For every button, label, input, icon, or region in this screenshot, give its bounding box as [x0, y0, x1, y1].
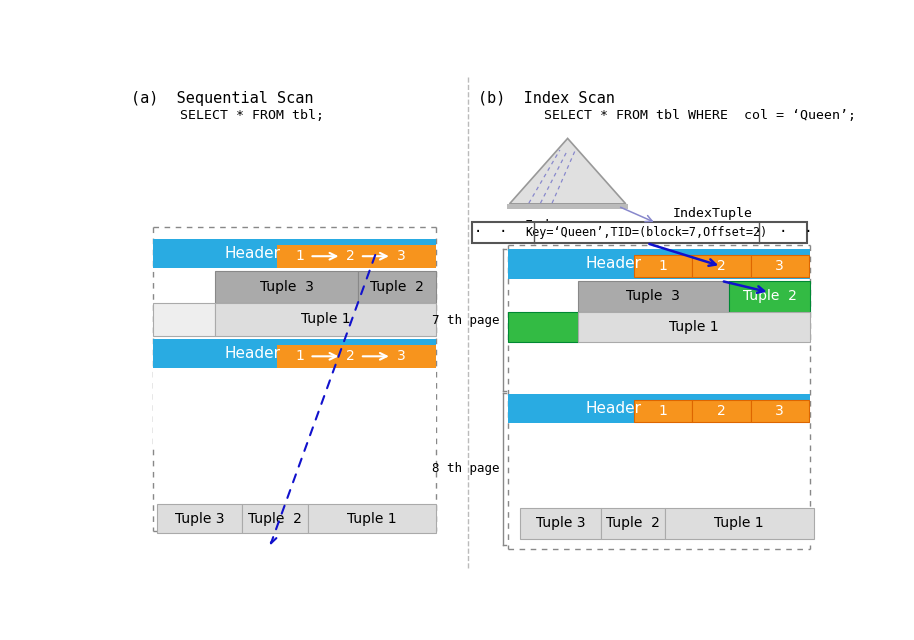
Text: 3: 3: [775, 404, 784, 418]
Text: Tuple  3: Tuple 3: [626, 289, 680, 303]
Polygon shape: [509, 138, 626, 204]
Bar: [634, 255, 693, 277]
Text: Header: Header: [224, 346, 280, 361]
Bar: [153, 303, 215, 335]
Bar: [358, 271, 436, 303]
Text: 2: 2: [346, 249, 355, 263]
Bar: [473, 221, 807, 243]
Text: IndexTuple: IndexTuple: [673, 207, 752, 220]
Bar: [664, 508, 814, 539]
Text: 3: 3: [397, 249, 406, 263]
Bar: [728, 281, 810, 312]
Text: 3: 3: [397, 349, 406, 364]
Text: 2: 2: [717, 404, 726, 418]
Bar: [507, 204, 628, 209]
Text: 8 th page: 8 th page: [432, 462, 499, 476]
Text: 1: 1: [296, 249, 304, 263]
Bar: [153, 371, 436, 449]
Text: Index: Index: [525, 220, 567, 233]
Text: 2: 2: [717, 259, 726, 273]
Text: Tuple 1: Tuple 1: [669, 320, 718, 334]
Text: 3: 3: [775, 259, 784, 273]
Text: (a)  Sequential Scan: (a) Sequential Scan: [132, 91, 314, 106]
Bar: [750, 255, 809, 277]
Text: Tuple 1: Tuple 1: [347, 512, 397, 526]
Bar: [750, 400, 809, 422]
Bar: [578, 312, 810, 342]
Bar: [600, 508, 664, 539]
Bar: [508, 312, 578, 342]
Text: Tuple  2: Tuple 2: [370, 280, 424, 294]
Text: 1: 1: [659, 259, 668, 273]
Text: Header: Header: [224, 246, 280, 260]
Bar: [215, 271, 358, 303]
Text: 7 th page: 7 th page: [432, 314, 499, 326]
Bar: [153, 339, 436, 368]
Text: Tuple  2: Tuple 2: [248, 512, 302, 526]
Text: Tuple 1: Tuple 1: [301, 312, 350, 326]
Text: Tuple 3: Tuple 3: [536, 516, 585, 531]
Bar: [308, 504, 436, 533]
Bar: [519, 508, 600, 539]
Text: Header: Header: [586, 257, 642, 271]
Text: Tuple  2: Tuple 2: [742, 289, 796, 303]
Text: Tuple  3: Tuple 3: [260, 280, 314, 294]
Text: Key=‘Queen’,TID=(block=7,Offset=2): Key=‘Queen’,TID=(block=7,Offset=2): [526, 226, 768, 239]
Text: Tuple 1: Tuple 1: [715, 516, 764, 531]
Bar: [578, 281, 728, 312]
Text: Tuple  2: Tuple 2: [606, 516, 660, 531]
Bar: [508, 249, 810, 278]
Text: Header: Header: [586, 401, 642, 416]
Bar: [693, 400, 750, 422]
Text: SELECT * FROM tbl;: SELECT * FROM tbl;: [180, 109, 324, 122]
Bar: [242, 504, 308, 533]
Bar: [215, 303, 436, 335]
Bar: [693, 255, 750, 277]
Text: 1: 1: [296, 349, 304, 364]
Text: 1: 1: [659, 404, 668, 418]
Bar: [157, 504, 242, 533]
Text: (b)  Index Scan: (b) Index Scan: [479, 91, 615, 106]
Text: Tuple 3: Tuple 3: [175, 512, 224, 526]
Text: 2: 2: [346, 349, 355, 364]
Bar: [153, 239, 436, 268]
Text: ·  ·  ·: · · ·: [474, 225, 533, 239]
Bar: [277, 244, 436, 268]
Text: SELECT * FROM tbl WHERE  col = ‘Queen’;: SELECT * FROM tbl WHERE col = ‘Queen’;: [545, 109, 856, 122]
Bar: [277, 345, 436, 368]
Bar: [634, 400, 693, 422]
Text: ·  ·  ·: · · ·: [754, 225, 813, 239]
Bar: [508, 394, 810, 423]
